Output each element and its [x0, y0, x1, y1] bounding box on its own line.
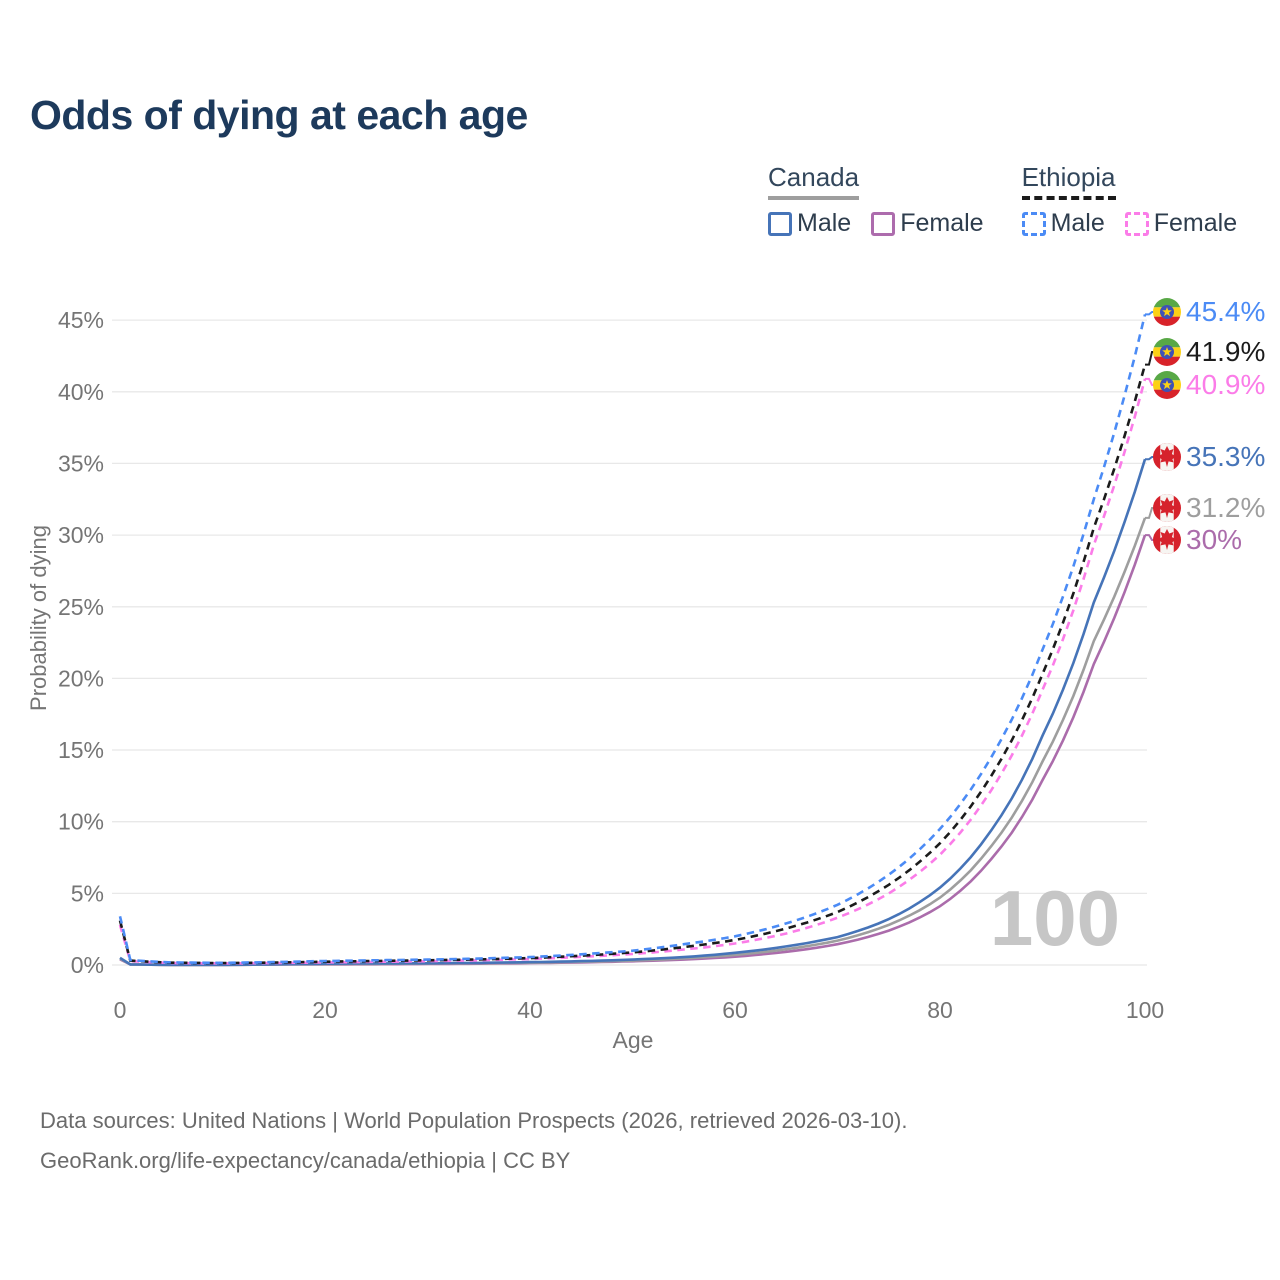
end-label-canada-female: 30% [1186, 524, 1242, 555]
x-tick-label-40: 40 [517, 997, 543, 1023]
y-tick-label-30: 30% [58, 522, 104, 548]
y-tick-label-5: 5% [71, 880, 104, 906]
flag-ethiopia-icon [1153, 371, 1181, 399]
legend-item-ethiopia-female[interactable]: Female [1124, 209, 1238, 238]
leader-line-canada-male [1145, 456, 1154, 461]
flag-canada-icon [1153, 443, 1181, 471]
y-tick-label-25: 25% [58, 594, 104, 620]
x-tick-label-20: 20 [312, 997, 338, 1023]
legend-country-ethiopia[interactable]: Ethiopia [1021, 162, 1116, 200]
checkbox-canada-male-icon[interactable] [768, 211, 792, 236]
legend-item-canada-male[interactable]: Male [768, 209, 851, 238]
legend-items-ethiopia: Male Female [1021, 209, 1238, 238]
x-tick-label-80: 80 [927, 997, 953, 1023]
series-line-ethiopia-male[interactable] [118, 314, 1147, 965]
footer-data-sources: Data sources: United Nations | World Pop… [40, 1108, 908, 1133]
end-label-canada-male: 35.3% [1186, 441, 1265, 472]
end-label-canada-both: 31.2% [1186, 492, 1265, 523]
y-tick-label-0: 0% [71, 952, 104, 978]
leader-line-ethiopia-both [1145, 351, 1154, 366]
legend-label-canada-female: Female [900, 209, 984, 237]
footer-attribution: GeoRank.org/life-expectancy/canada/ethio… [40, 1148, 571, 1173]
x-tick-label-0: 0 [114, 997, 127, 1023]
flag-ethiopia-icon [1153, 298, 1181, 326]
flag-ethiopia-icon [1153, 338, 1181, 366]
leader-line-canada-female [1145, 534, 1154, 541]
checkbox-canada-female-icon[interactable] [871, 211, 896, 236]
end-label-ethiopia-male: 45.4% [1186, 296, 1265, 327]
flag-canada-icon [1153, 494, 1181, 522]
y-tick-label-20: 20% [58, 665, 104, 691]
y-tick-label-35: 35% [58, 450, 104, 476]
legend-group-ethiopia: Ethiopia Male Female [1021, 162, 1238, 238]
y-tick-label-45: 45% [58, 307, 104, 333]
series-line-ethiopia-both[interactable] [118, 364, 1147, 965]
legend-label-canada-male: Male [797, 209, 852, 237]
legend-label-ethiopia-male: Male [1050, 209, 1105, 237]
legend-items-canada: Male Female [768, 209, 984, 238]
x-axis-title: Age [613, 1027, 654, 1053]
legend-group-canada: Canada Male Female [768, 162, 984, 238]
leader-line-canada-both [1145, 507, 1154, 519]
leader-line-ethiopia-male [1145, 311, 1154, 316]
legend-item-canada-female[interactable]: Female [871, 209, 984, 238]
chart-title: Odds of dying at each age [30, 92, 528, 138]
x-tick-label-60: 60 [722, 997, 748, 1023]
y-tick-label-10: 10% [58, 809, 104, 835]
legend: Canada Male Female Ethiopia Male [768, 162, 1237, 238]
legend-label-ethiopia-female: Female [1153, 209, 1238, 237]
y-tick-label-15: 15% [58, 737, 104, 763]
end-label-ethiopia-both: 41.9% [1186, 336, 1265, 367]
checkbox-ethiopia-male-icon[interactable] [1021, 211, 1046, 236]
age-hover-watermark: 100 [990, 874, 1120, 962]
legend-country-canada[interactable]: Canada [768, 162, 860, 200]
x-tick-label-100: 100 [1126, 997, 1164, 1023]
y-tick-label-40: 40% [58, 379, 104, 405]
end-label-ethiopia-female: 40.9% [1186, 369, 1265, 400]
checkbox-ethiopia-female-icon[interactable] [1124, 211, 1149, 236]
legend-item-ethiopia-male[interactable]: Male [1021, 209, 1105, 238]
y-axis-title: Probability of dying [26, 525, 51, 711]
leader-line-ethiopia-female [1145, 377, 1154, 386]
flag-canada-icon [1153, 526, 1181, 554]
